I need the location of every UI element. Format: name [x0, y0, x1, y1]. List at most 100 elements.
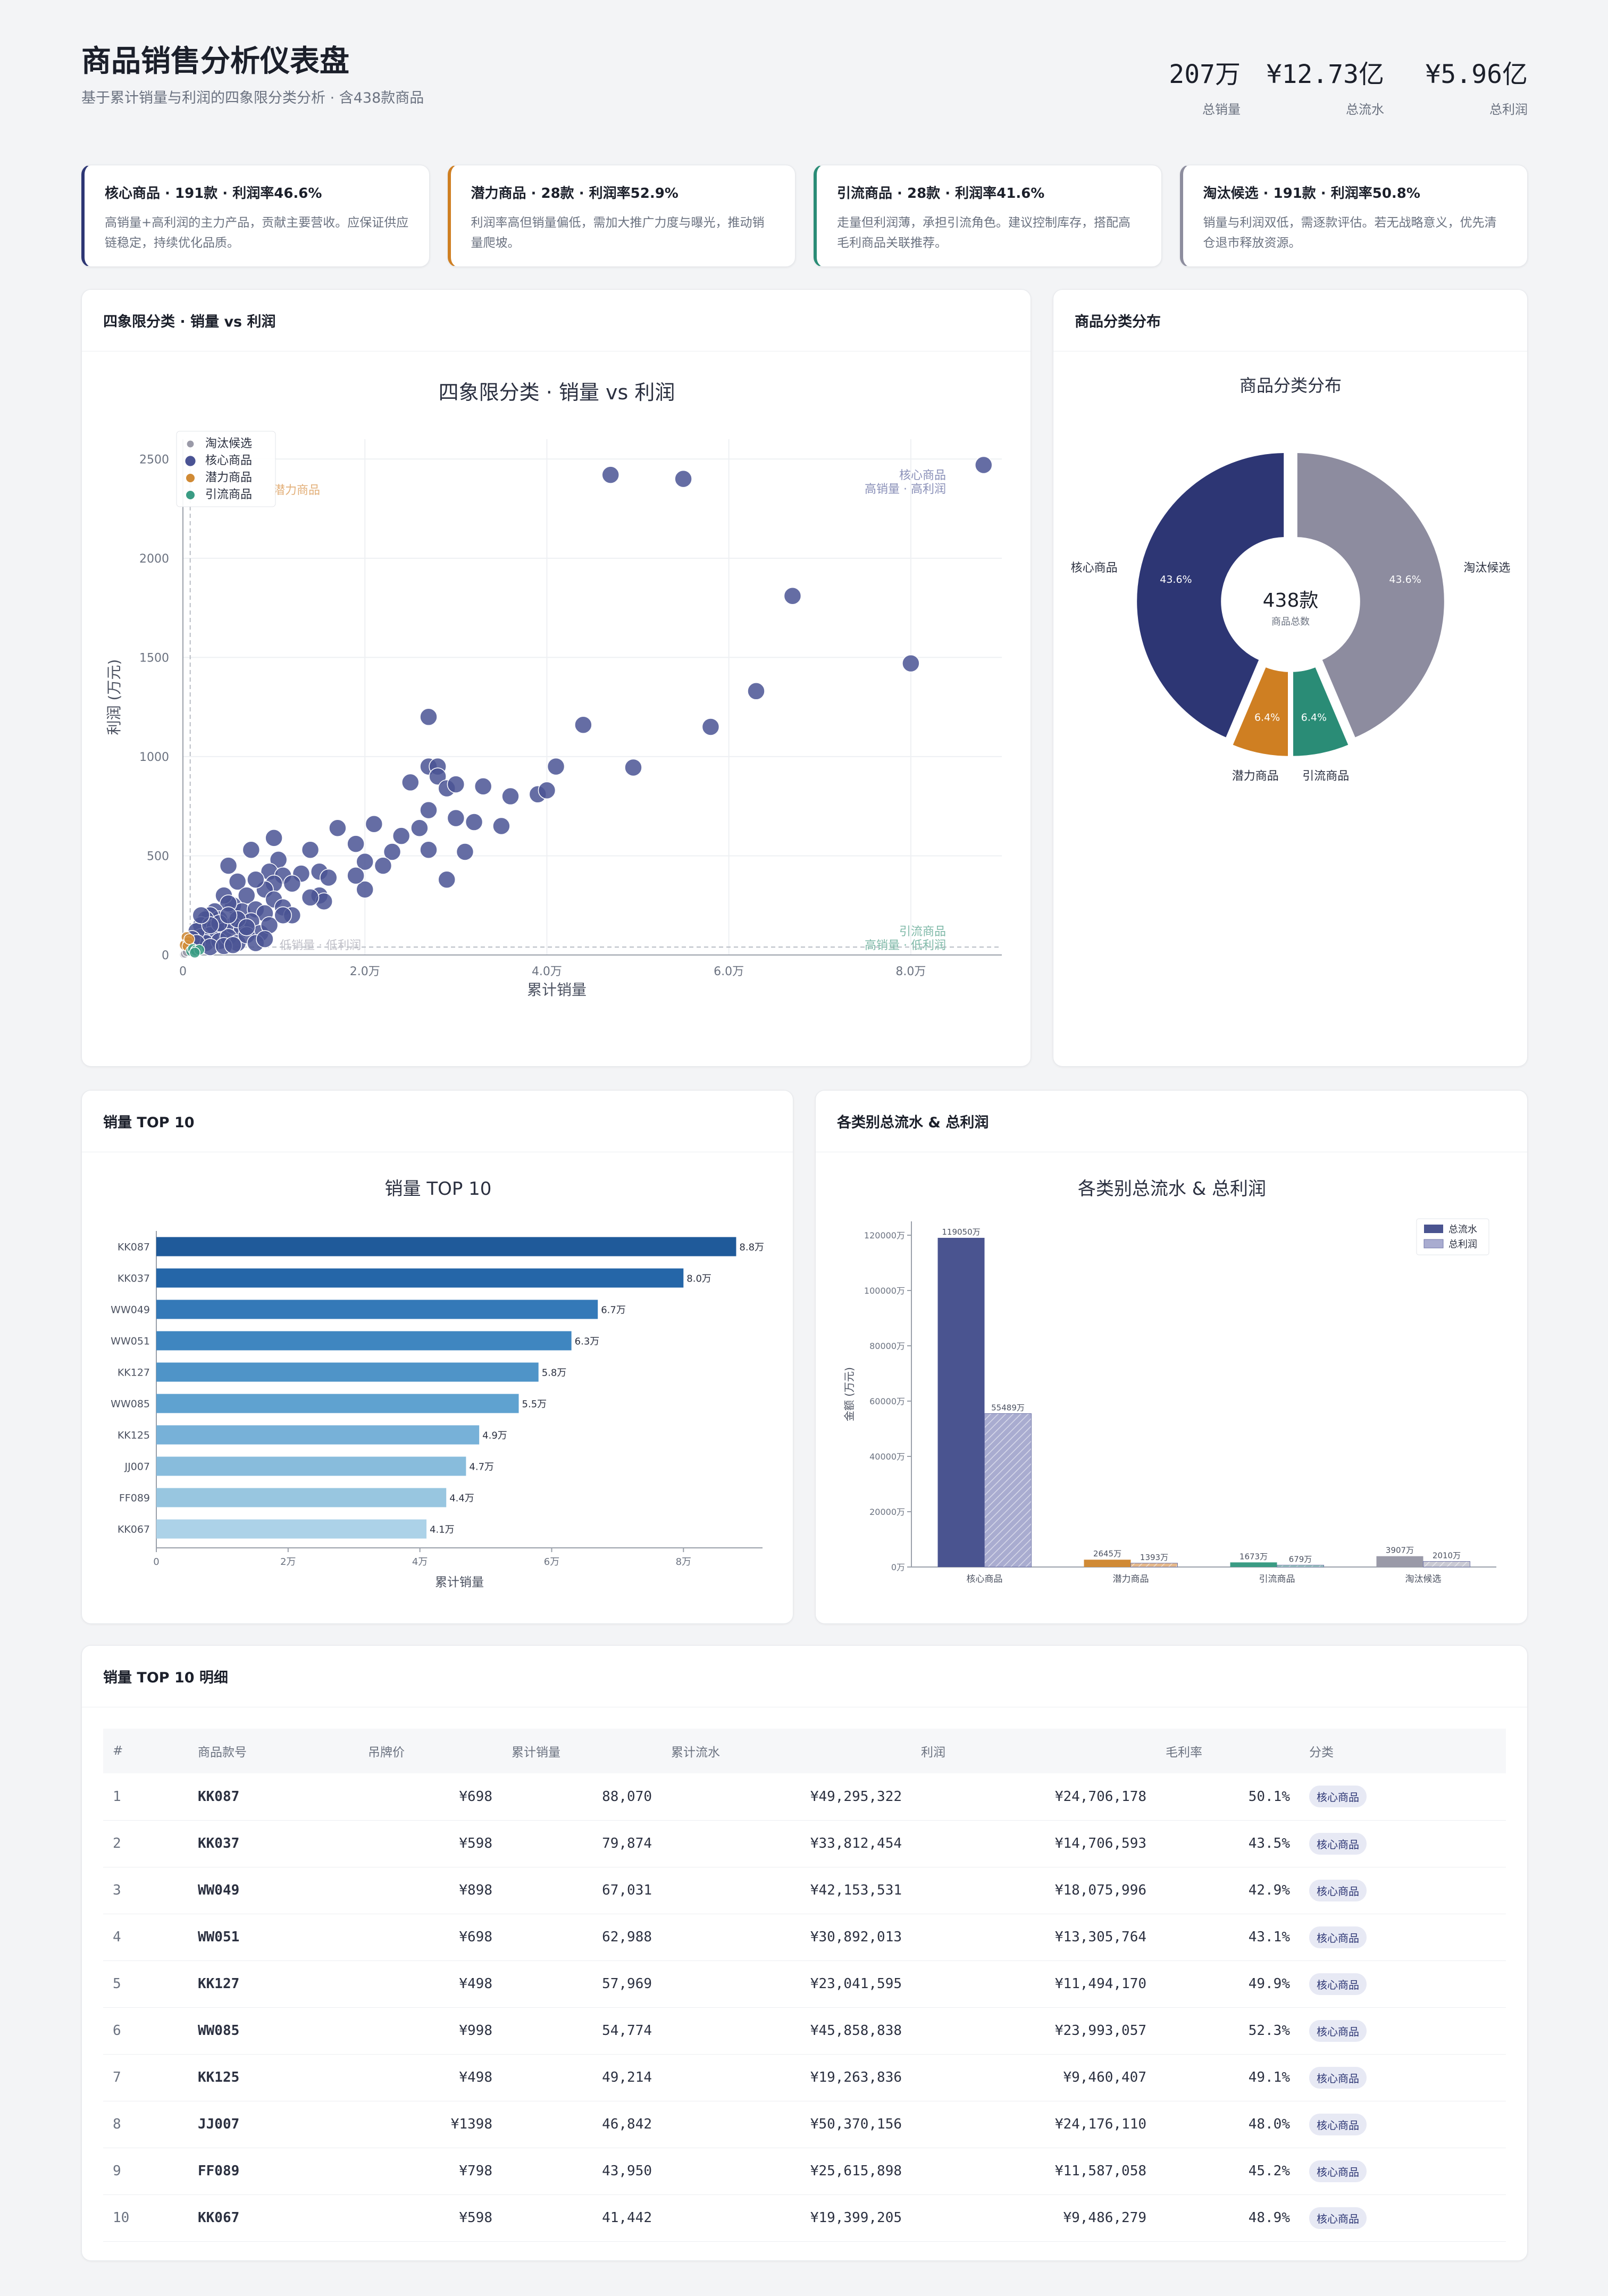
table-cell: 42.9% — [1156, 1867, 1300, 1914]
scatter-point — [274, 906, 292, 925]
table-cell: ¥23,041,595 — [661, 1960, 911, 2008]
panel-title: 销量 TOP 10 — [82, 1091, 793, 1152]
table-row[interactable]: 9 FF089 ¥798 43,950 ¥25,615,898 ¥11,587,058 45… — [103, 2148, 1506, 2195]
col-sales[interactable]: 累计销量 — [502, 1729, 661, 1773]
table-cell: ¥998 — [358, 2007, 502, 2055]
scatter-point — [624, 758, 642, 777]
col-margin[interactable]: 毛利率 — [1156, 1729, 1300, 1773]
col-revenue[interactable]: 累计流水 — [661, 1729, 911, 1773]
table-cell: ¥19,263,836 — [661, 2054, 911, 2101]
table-cell: ¥30,892,013 — [661, 1914, 911, 1961]
table-cell: 49.1% — [1156, 2054, 1300, 2101]
y-tick-label: 1500 — [139, 651, 169, 665]
scatter-point — [420, 708, 438, 726]
col-category[interactable]: 分类 — [1300, 1729, 1506, 1773]
y-tick-label: 1000 — [139, 751, 169, 764]
card-potential: 潜力商品 · 28款 · 利润率52.9% 利润率高但销量偏低，需加大推广力度与… — [447, 165, 795, 267]
top10-bar-chart: 销量 TOP 10 0 2万 4万 6万 8万 KK087 8.8万 KK037 8.0万 WW04… — [111, 1178, 764, 1589]
x-tick-label: 4.0万 — [532, 965, 562, 978]
table-row[interactable]: 8 JJ007 ¥1398 46,842 ¥50,370,156 ¥24,176,110 4… — [103, 2101, 1506, 2148]
kpi-value: ¥12.73亿 — [1266, 60, 1384, 89]
table-row[interactable]: 2 KK037 ¥598 79,874 ¥33,812,454 ¥14,706,593 43… — [103, 1820, 1506, 1867]
table-row[interactable]: 1 KK087 ¥698 88,070 ¥49,295,322 ¥24,706,178 50… — [103, 1773, 1506, 1821]
chart-title: 商品分类分布 — [1240, 375, 1342, 396]
table-row[interactable]: 5 KK127 ¥498 57,969 ¥23,041,595 ¥11,494,170 49… — [103, 1960, 1506, 2008]
scatter-point — [219, 857, 238, 875]
table-cell: ¥19,399,205 — [661, 2194, 911, 2242]
table-row[interactable]: 4 WW051 ¥698 62,988 ¥30,892,013 ¥13,305,764 43… — [103, 1914, 1506, 1961]
scatter-point — [256, 930, 274, 948]
scatter-point — [411, 819, 429, 837]
scatter-point — [265, 829, 283, 847]
table-cell: ¥598 — [358, 1820, 502, 1867]
scatter-chart: 四象限分类 · 销量 vs 利润 0 500 1000 1500 2000 2500 0 2.0… — [105, 381, 1002, 999]
table-cell: ¥698 — [358, 1773, 502, 1821]
table-cell: ¥14,706,593 — [911, 1820, 1156, 1867]
table-cell: ¥23,993,057 — [911, 2007, 1156, 2055]
scatter-point — [420, 801, 438, 819]
bar-value-label: 6.7万 — [601, 1305, 626, 1316]
kpi-value: ¥5.96亿 — [1425, 60, 1528, 89]
table-cell: 10 — [103, 2194, 188, 2242]
table-cell: 41,442 — [502, 2194, 661, 2242]
table-header-row: # 商品款号 吊牌价 累计销量 累计流水 利润 毛利率 分类 — [103, 1729, 1506, 1773]
table-row[interactable]: 7 KK125 ¥498 49,214 ¥19,263,836 ¥9,460,407 49.… — [103, 2054, 1506, 2101]
category-label: KK067 — [118, 1524, 150, 1536]
pie-center-value: 438款 — [1263, 590, 1319, 611]
slice-name-label: 核心商品 — [1071, 562, 1118, 575]
panel-title: 商品分类分布 — [1053, 290, 1527, 351]
legend-label: 总利润 — [1448, 1239, 1477, 1250]
top10-bar-panel: 销量 TOP 10 销量 TOP 10 0 2万 4万 6万 8万 KK087 8.8万 KK0… — [81, 1090, 793, 1624]
bar-value-label: 119050万 — [942, 1227, 980, 1237]
table-cell: 核心商品 — [1300, 1914, 1506, 1961]
bar-value-label: 6.3万 — [575, 1336, 600, 1347]
bar-value-label: 3907万 — [1386, 1546, 1414, 1555]
scatter-point — [747, 682, 765, 700]
table-cell: 43,950 — [502, 2148, 661, 2195]
scatter-point — [674, 470, 692, 488]
bar-value-label: 4.4万 — [449, 1493, 474, 1504]
legend-label: 引流商品 — [205, 488, 252, 501]
table-cell: ¥24,176,110 — [911, 2101, 1156, 2148]
table-cell: 核心商品 — [1300, 2007, 1506, 2055]
bar-value-label: 5.8万 — [542, 1368, 567, 1379]
kpi-group: 207万 总销量 ¥12.73亿 总流水 ¥5.96亿 总利润 — [1097, 53, 1528, 118]
quadrant-label: 高销量 · 低利润 — [865, 939, 946, 952]
legend-marker — [1423, 1239, 1444, 1248]
table-cell: 1 — [103, 1773, 188, 1821]
top10-table: # 商品款号 吊牌价 累计销量 累计流水 利润 毛利率 分类 1 KK087 ¥69… — [103, 1729, 1506, 2242]
category-label: KK127 — [118, 1367, 150, 1379]
card-desc: 销量与利润双低，需逐款评估。若无战略意义，优先清仓退市释放资源。 — [1203, 216, 1497, 250]
table-cell: KK067 — [188, 2194, 358, 2242]
category-badge: 核心商品 — [1309, 2113, 1367, 2135]
category-badge: 核心商品 — [1309, 1786, 1367, 1808]
legend-label: 淘汰候选 — [205, 437, 252, 450]
table-row[interactable]: 6 WW085 ¥998 54,774 ¥45,858,838 ¥23,993,057 52… — [103, 2007, 1506, 2055]
table-row[interactable]: 10 KK067 ¥598 41,442 ¥19,399,205 ¥9,486,279 48… — [103, 2194, 1506, 2242]
table-cell: ¥498 — [358, 1960, 502, 2008]
table-cell: ¥45,858,838 — [661, 2007, 911, 2055]
category-badge: 核心商品 — [1309, 2160, 1367, 2182]
bar — [1084, 1560, 1131, 1567]
scatter-point — [383, 843, 401, 861]
bar — [156, 1300, 598, 1319]
x-tick-label: 2.0万 — [350, 965, 380, 978]
bar-value-label: 5.5万 — [522, 1399, 547, 1410]
table-cell: KK127 — [188, 1960, 358, 2008]
table-cell: 45.2% — [1156, 2148, 1300, 2195]
col-profit[interactable]: 利润 — [911, 1729, 1156, 1773]
table-row[interactable]: 3 WW049 ¥898 67,031 ¥42,153,531 ¥18,075,996 42… — [103, 1867, 1506, 1914]
scatter-point — [228, 873, 247, 891]
table-cell: 57,969 — [502, 1960, 661, 2008]
pie-panel: 商品分类分布 商品分类分布 43.6% 淘汰候选 6.4% 引流商品 6.4% 潜力商品 43… — [1053, 289, 1528, 1067]
legend-marker — [1424, 1225, 1443, 1233]
y-tick-label: 2500 — [139, 453, 169, 466]
table-cell: ¥798 — [358, 2148, 502, 2195]
scatter-point — [492, 817, 510, 835]
scatter-point — [189, 946, 200, 959]
col-code[interactable]: 商品款号 — [188, 1729, 358, 1773]
col-index[interactable]: # — [103, 1729, 188, 1773]
col-price[interactable]: 吊牌价 — [358, 1729, 502, 1773]
scatter-point — [320, 868, 338, 887]
